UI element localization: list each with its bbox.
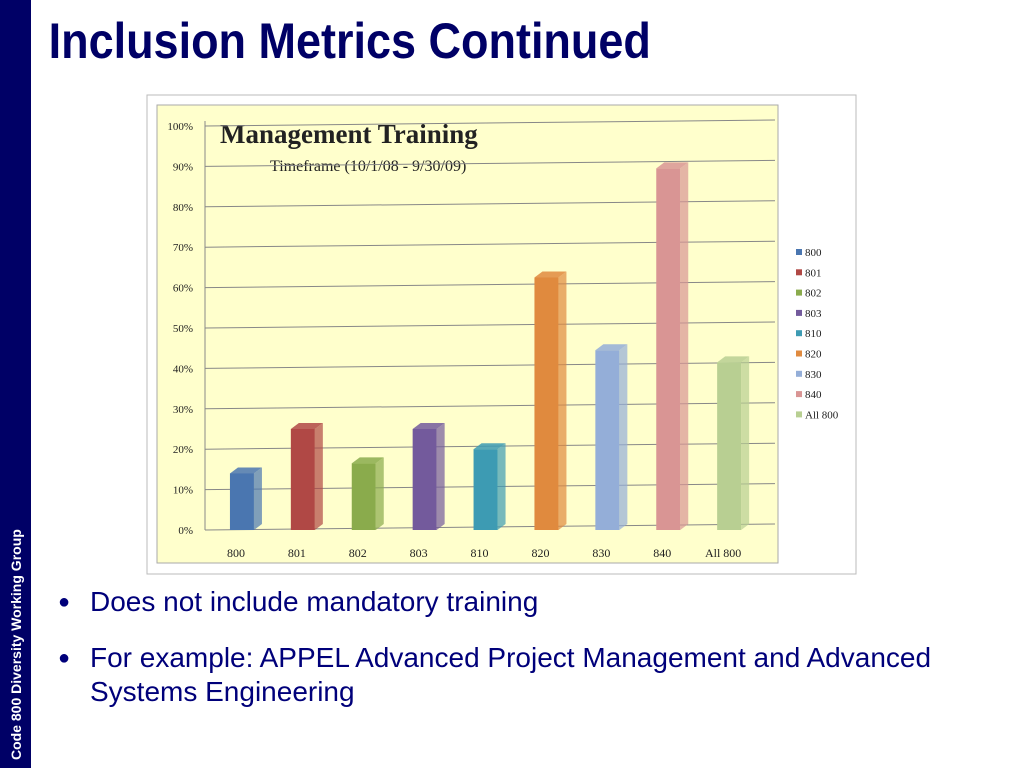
sidebar [0,0,31,768]
x-tick-label: 820 [531,546,549,560]
bullet: ● For example: APPEL Advanced Project Man… [58,641,978,709]
bar-top [534,271,567,278]
bar-top [412,423,445,429]
bar [412,429,437,530]
bar-side [497,443,506,530]
bar [534,277,559,530]
bar-side [741,356,750,530]
bar-top [656,162,689,169]
legend-label: 800 [805,247,822,259]
legend-swatch [796,269,802,276]
bar-side [253,467,262,530]
bar [656,168,681,531]
legend-swatch [796,411,802,418]
legend-label: 803 [805,308,822,320]
bullet: ● Does not include mandatory training [58,586,539,617]
y-tick-label: 70% [173,242,193,254]
y-tick-label: 80% [173,202,193,214]
x-tick-label: 840 [653,546,671,560]
bar-top [473,443,506,450]
bar-top [290,423,323,429]
legend-swatch [796,289,802,296]
legend-label: 802 [805,288,822,300]
legend-label: All 800 [805,409,839,421]
bar-side [375,457,384,530]
legend-swatch [796,249,802,255]
legend-swatch [796,391,802,398]
x-tick-label: 810 [471,546,489,560]
x-tick-label: 801 [288,546,306,560]
y-tick-label: 40% [173,363,193,375]
bar-side [619,344,628,530]
legend-label: 840 [805,389,822,401]
y-tick-label: 0% [178,525,193,537]
y-tick-label: 30% [173,404,193,416]
legend-swatch [796,330,802,337]
x-tick-label: 830 [592,546,610,560]
legend-label: 801 [805,267,822,279]
x-tick-label: 802 [349,546,367,560]
y-tick-label: 90% [173,161,193,173]
bar [229,473,254,530]
grid-line [204,119,776,127]
bullet-text: For example: APPEL Advanced Project Mana… [90,642,932,707]
bar-side [314,423,323,530]
sidebar-text: Code 800 Diversity Working Group [8,529,24,760]
legend-swatch [796,350,802,357]
legend-swatch [796,370,802,377]
y-tick-label: 10% [173,485,193,497]
chart-subtitle: Timeframe (10/1/08 - 9/30/09) [270,158,466,175]
bar-side [558,271,567,530]
x-tick-label: 800 [227,546,245,560]
legend-swatch [796,309,802,316]
legend-label: 810 [805,328,822,340]
x-tick-label: All 800 [705,546,741,560]
bar [717,362,742,530]
bar [351,463,376,530]
grid-line [204,159,776,167]
y-tick-label: 60% [173,283,193,295]
slide-title: Inclusion Metrics Continued [49,14,651,70]
bullet-text: Does not include mandatory training [90,586,539,617]
bar-top [595,344,628,351]
bar [290,429,315,530]
legend-label: 830 [805,369,822,381]
bar [595,350,620,530]
bar-top [351,457,384,464]
legend-label: 820 [805,349,822,361]
bar [473,449,498,530]
y-tick-label: 20% [173,444,193,456]
bar-top [717,356,750,363]
bullet-list: ● Does not include mandatory training ● Fo… [58,585,978,731]
bar-side [436,423,445,530]
bar-side [680,162,689,531]
bar-top [229,467,262,474]
y-tick-label: 100% [167,121,193,133]
x-tick-label: 803 [410,546,428,560]
y-tick-label: 50% [173,323,193,335]
